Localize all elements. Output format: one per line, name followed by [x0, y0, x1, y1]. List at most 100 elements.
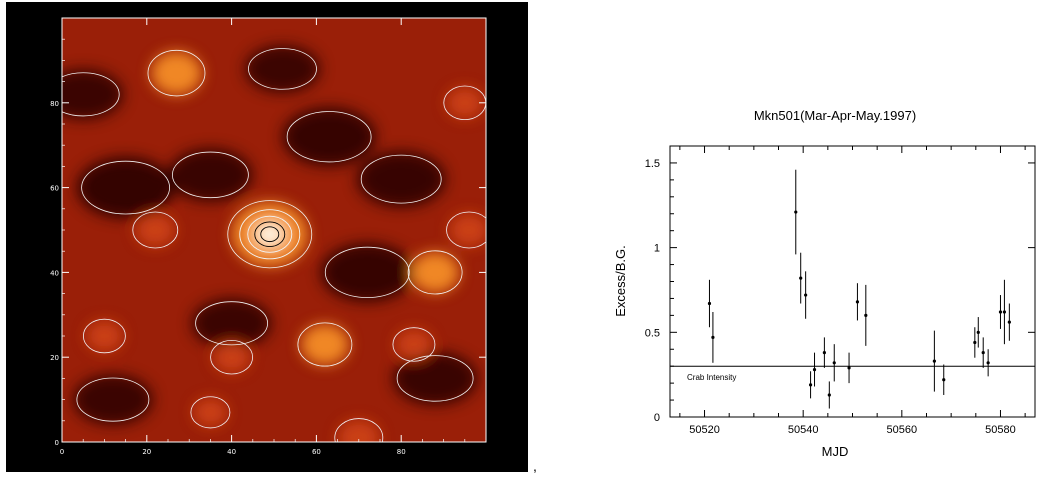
data-point-19: [986, 349, 990, 377]
contour-peak-2: [247, 215, 293, 253]
y-tick-label: 0.5: [645, 327, 660, 339]
point-marker: [1002, 310, 1007, 314]
contour-cold-9: [62, 72, 120, 117]
map-cold-spot-4: [320, 243, 415, 302]
point-marker: [976, 330, 980, 334]
contour-cold-2: [286, 111, 372, 163]
crab-intensity-label: Crab Intensity: [687, 373, 736, 382]
y-tick-label: 1.5: [645, 158, 660, 170]
data-point-2: [711, 311, 715, 363]
point-marker: [998, 310, 1003, 314]
significance-map-panel: 0 20 40 60 80 0 20 40 60 80: [6, 2, 528, 472]
map-hot-spot-11: [446, 87, 484, 119]
map-hot-spot-6: [86, 320, 123, 352]
contour-cold-8: [76, 377, 150, 422]
map-hot-spot-7: [449, 213, 486, 247]
data-point-9: [827, 381, 831, 409]
map-hot-spot-4: [300, 324, 349, 365]
map-cold-spot-2: [282, 107, 376, 167]
contour-cold-4: [324, 246, 410, 298]
contour-cold-3: [360, 154, 442, 204]
map-hot-spot-2: [151, 51, 202, 95]
contour-cold-5: [396, 355, 474, 402]
map-peak-center: [260, 227, 279, 242]
contour-hot-1: [227, 200, 313, 269]
contour-hot-7: [446, 211, 486, 249]
map-y-tick-label: 40: [50, 269, 59, 277]
map-hot-spot-10: [337, 419, 380, 442]
point-marker: [1007, 320, 1011, 324]
y-tick-label: 1: [654, 243, 660, 255]
map-cold-spot-3: [356, 151, 446, 208]
contour-cold-1: [81, 160, 170, 215]
map-hot-spot-9: [395, 328, 433, 361]
contour-hot-12: [190, 396, 231, 429]
point-marker: [847, 366, 851, 370]
map-x-tick-label: 40: [227, 448, 236, 456]
map-x-tick-label: 20: [142, 448, 151, 456]
contour-peak-3: [254, 221, 286, 247]
point-marker: [942, 378, 946, 382]
contour-hot-5: [132, 211, 179, 249]
point-marker: [808, 383, 813, 387]
point-marker: [707, 301, 712, 306]
map-cold-spot-9: [62, 69, 124, 120]
data-point-17: [976, 317, 980, 348]
map-y-tick-label: 80: [50, 100, 59, 108]
contour-hot-2: [147, 49, 206, 97]
data-point-3: [794, 169, 798, 255]
contour-hot-3: [407, 250, 463, 295]
data-point-7: [812, 352, 817, 387]
map-x-tick-label: 0: [60, 448, 64, 456]
map-cold-spot-6: [168, 148, 253, 202]
data-point-4: [799, 252, 803, 304]
point-marker: [812, 367, 817, 372]
contour-cold-6: [171, 151, 249, 199]
point-marker: [986, 361, 990, 365]
data-point-6: [808, 371, 813, 399]
contour-hot-10: [334, 418, 384, 442]
map-x-tick-label: 80: [397, 448, 406, 456]
data-point-10: [832, 344, 836, 382]
data-point-12: [855, 283, 860, 321]
map-y-tick-label: 20: [50, 354, 59, 362]
data-point-5: [804, 271, 808, 319]
data-point-11: [847, 352, 851, 384]
data-point-1: [707, 279, 712, 328]
point-marker: [855, 300, 860, 304]
contour-cold-10: [248, 48, 317, 90]
map-cold-spot-7: [191, 298, 272, 349]
map-x-tick-label: 60: [312, 448, 321, 456]
map-hot-spot-8: [213, 341, 251, 373]
map-y-tick-label: 0: [55, 439, 59, 447]
map-intensity-field: [62, 45, 486, 442]
light-curve-chart: Mkn501(Mar-Apr-May.1997) 50520 50540 50560…: [613, 108, 1036, 459]
data-point-20: [998, 295, 1003, 329]
map-hot-spot-5: [135, 213, 176, 247]
data-point-14: [932, 330, 936, 392]
contour-peak-1: [239, 209, 301, 260]
data-point-16: [973, 327, 977, 358]
map-cold-spot-5: [392, 351, 478, 405]
y-axis-label: Excess/B.G.: [613, 245, 628, 317]
point-marker: [794, 210, 798, 214]
x-axis-label: MJD: [822, 444, 849, 459]
contour-hot-9: [392, 327, 436, 362]
point-marker: [932, 359, 936, 363]
data-point-18: [981, 337, 985, 368]
point-marker: [711, 335, 715, 339]
map-cold-spot-10: [244, 45, 321, 93]
map-cold-spot-8: [72, 374, 153, 425]
point-marker: [973, 340, 977, 345]
point-marker: [822, 351, 826, 355]
point-marker: [827, 393, 831, 397]
x-tick-label: 50580: [985, 424, 1016, 436]
point-marker: [864, 313, 868, 317]
map-hot-spot-3: [411, 252, 460, 293]
chart-title: Mkn501(Mar-Apr-May.1997): [754, 108, 916, 123]
data-point-8: [822, 337, 826, 368]
separator-comma: ,: [533, 458, 537, 474]
contour-hot-8: [210, 340, 254, 375]
contour-cold-7: [195, 301, 269, 346]
x-tick-label: 50520: [689, 424, 720, 436]
